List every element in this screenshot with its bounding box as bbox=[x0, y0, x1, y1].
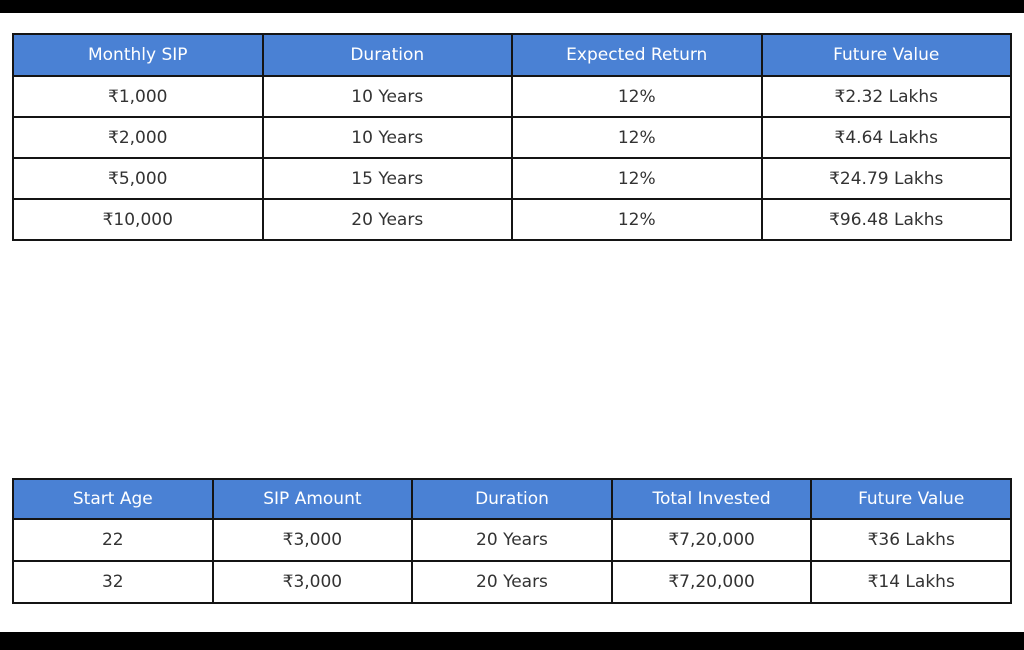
start-age-comparison-table-body: 22 ₹3,000 20 Years ₹7,20,000 ₹36 Lakhs 32 ₹3,0… bbox=[12, 518, 1012, 604]
column-header: Expected Return bbox=[511, 33, 763, 77]
column-header: Monthly SIP bbox=[12, 33, 264, 77]
start-age-comparison-table: Start Age SIP Amount Duration Total Investe… bbox=[12, 478, 1012, 604]
table-cell: 15 Years bbox=[261, 157, 513, 200]
table-cell: ₹36 Lakhs bbox=[810, 518, 1012, 562]
column-header: SIP Amount bbox=[211, 478, 414, 520]
table-row: ₹2,000 10 Years 12% ₹4.64 Lakhs bbox=[12, 116, 1012, 159]
header-row: Monthly SIP Duration Expected Return Future… bbox=[12, 33, 1012, 77]
table-cell: 32 bbox=[12, 560, 214, 604]
sip-growth-table-header: Monthly SIP Duration Expected Return Future… bbox=[12, 33, 1012, 77]
table-cell: ₹5,000 bbox=[12, 157, 264, 200]
column-header: Future Value bbox=[760, 33, 1012, 77]
table-cell: 20 Years bbox=[411, 518, 613, 562]
column-header: Future Value bbox=[810, 478, 1012, 520]
start-age-comparison-table-header: Start Age SIP Amount Duration Total Investe… bbox=[12, 478, 1012, 520]
top-letterbox-bar bbox=[0, 0, 1024, 13]
table-cell: ₹3,000 bbox=[211, 560, 414, 604]
sip-growth-table: Monthly SIP Duration Expected Return Future… bbox=[12, 33, 1012, 241]
header-row: Start Age SIP Amount Duration Total Investe… bbox=[12, 478, 1012, 520]
table-cell: ₹14 Lakhs bbox=[810, 560, 1012, 604]
table-row: 22 ₹3,000 20 Years ₹7,20,000 ₹36 Lakhs bbox=[12, 518, 1012, 562]
sip-growth-table-body: ₹1,000 10 Years 12% ₹2.32 Lakhs ₹2,000 10 Yea… bbox=[12, 75, 1012, 241]
column-header: Duration bbox=[261, 33, 513, 77]
column-header: Start Age bbox=[12, 478, 214, 520]
table-cell: ₹7,20,000 bbox=[610, 560, 813, 604]
table-cell: ₹4.64 Lakhs bbox=[760, 116, 1012, 159]
table-cell: 20 Years bbox=[411, 560, 613, 604]
table-cell: 12% bbox=[511, 157, 763, 200]
table-cell: ₹2.32 Lakhs bbox=[760, 75, 1012, 118]
table-cell: ₹1,000 bbox=[12, 75, 264, 118]
table-cell: 10 Years bbox=[261, 116, 513, 159]
table-cell: 20 Years bbox=[261, 198, 513, 241]
table-cell: 12% bbox=[511, 116, 763, 159]
table-cell: ₹3,000 bbox=[211, 518, 414, 562]
table-row: ₹1,000 10 Years 12% ₹2.32 Lakhs bbox=[12, 75, 1012, 118]
table-cell: ₹96.48 Lakhs bbox=[760, 198, 1012, 241]
table-cell: 12% bbox=[511, 75, 763, 118]
table-cell: ₹7,20,000 bbox=[610, 518, 813, 562]
table-row: ₹5,000 15 Years 12% ₹24.79 Lakhs bbox=[12, 157, 1012, 200]
table-cell: ₹10,000 bbox=[12, 198, 264, 241]
table-cell: ₹2,000 bbox=[12, 116, 264, 159]
table-cell: ₹24.79 Lakhs bbox=[760, 157, 1012, 200]
table-row: ₹10,000 20 Years 12% ₹96.48 Lakhs bbox=[12, 198, 1012, 241]
table-cell: 10 Years bbox=[261, 75, 513, 118]
column-header: Total Invested bbox=[610, 478, 813, 520]
column-header: Duration bbox=[411, 478, 613, 520]
table-row: 32 ₹3,000 20 Years ₹7,20,000 ₹14 Lakhs bbox=[12, 560, 1012, 604]
bottom-letterbox-bar bbox=[0, 632, 1024, 650]
table-cell: 22 bbox=[12, 518, 214, 562]
table-cell: 12% bbox=[511, 198, 763, 241]
